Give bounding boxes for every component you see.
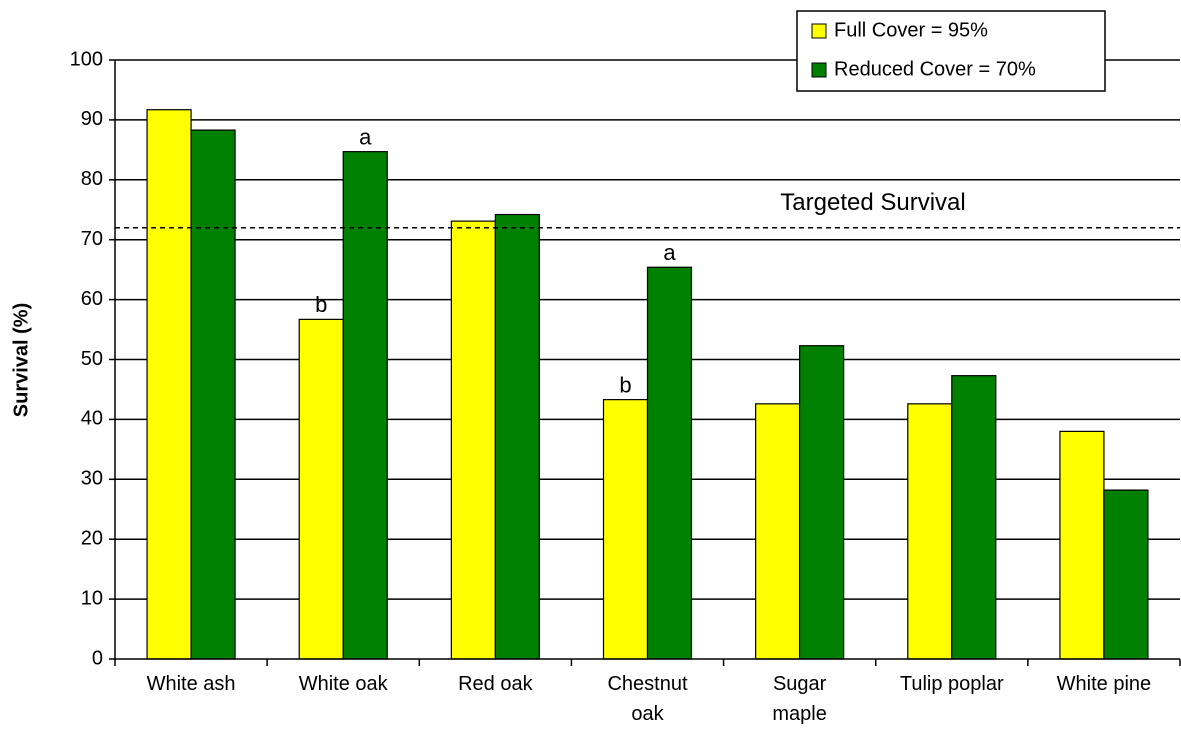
- bar: [602, 399, 649, 660]
- x-tick-label: Red oak: [458, 673, 533, 695]
- bar: [342, 151, 388, 660]
- y-tick-label: 70: [81, 228, 103, 250]
- y-tick-label: 20: [81, 527, 103, 549]
- legend-swatch: [811, 62, 827, 78]
- bar: [755, 403, 801, 660]
- x-tick-label: White oak: [298, 673, 388, 695]
- y-tick-label: 50: [81, 348, 103, 370]
- legend-label: Full Cover = 95%: [834, 19, 988, 41]
- legend-box: [796, 10, 1106, 92]
- bar: [494, 213, 540, 660]
- y-axis-label: Survival (%): [10, 303, 32, 417]
- y-tick-label: 30: [81, 468, 103, 490]
- annotation: a: [359, 124, 372, 149]
- bar: [799, 345, 845, 660]
- annotation: b: [315, 292, 327, 317]
- y-tick-label: 90: [81, 108, 103, 130]
- bar: [907, 403, 953, 660]
- annotation: a: [663, 240, 676, 265]
- x-tick-label: White ash: [146, 673, 236, 695]
- x-tick-label: Chestnut oak: [607, 673, 688, 725]
- legend-label: Reduced Cover = 70%: [834, 58, 1036, 80]
- bar: [298, 318, 344, 660]
- y-tick-label: 10: [81, 587, 103, 609]
- bar: [951, 375, 997, 660]
- y-tick-label: 0: [92, 647, 103, 669]
- y-tick-label: 80: [81, 168, 103, 190]
- annotation: b: [619, 372, 631, 397]
- bar: [146, 109, 192, 660]
- x-tick-label: Tulip poplar: [899, 673, 1004, 695]
- bar: [190, 129, 236, 660]
- bar: [450, 220, 496, 660]
- x-tick-label: White pine: [1056, 673, 1152, 695]
- bar: [1059, 430, 1105, 660]
- bar: [646, 266, 693, 660]
- y-tick-label: 60: [81, 288, 103, 310]
- x-tick-label: Sugar maple: [772, 673, 827, 725]
- y-tick-label: 100: [70, 48, 103, 70]
- bar: [1103, 489, 1149, 660]
- y-tick-label: 40: [81, 408, 103, 430]
- reference-label: Targeted Survival: [780, 189, 965, 216]
- legend-swatch: [811, 23, 827, 39]
